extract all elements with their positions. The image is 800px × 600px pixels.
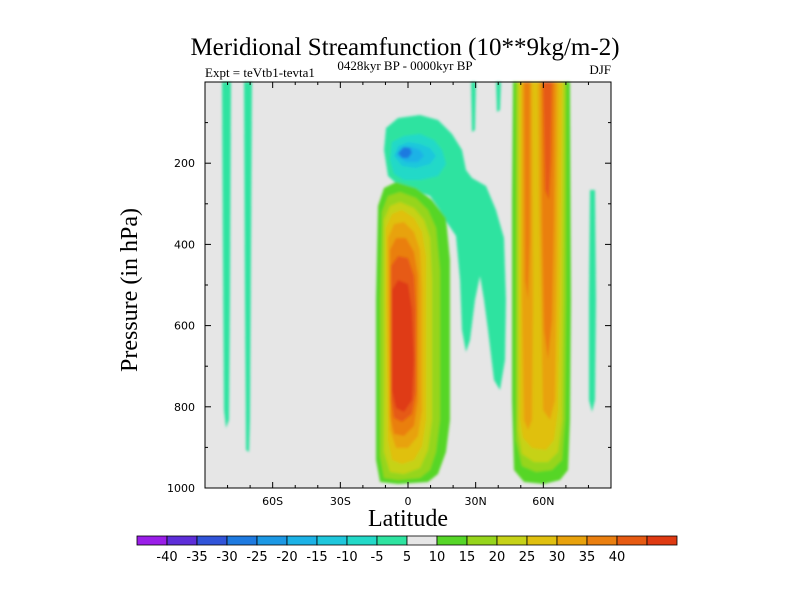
contour-midlat-35 bbox=[543, 82, 552, 200]
colorbar-label: 15 bbox=[459, 550, 476, 565]
x-axis-title: Latitude bbox=[368, 506, 448, 532]
colorbar-swatch bbox=[196, 535, 228, 546]
season-label: DJF bbox=[589, 62, 611, 77]
colorbar-labels: -40 -35 -30 -25 -20 -15 -10 -5 5 10 15 20 25 30 35 40 bbox=[156, 550, 625, 565]
contour-upper-neg-outer bbox=[384, 115, 506, 390]
x-tick-label: 30S bbox=[330, 495, 351, 508]
contour-nh-strip-2 bbox=[496, 82, 501, 112]
contour-upper-neg-core bbox=[398, 147, 412, 158]
colorbar-swatch bbox=[436, 535, 468, 546]
y-tick-marks: 200 400 600 800 1000 bbox=[167, 122, 611, 495]
colorbar-swatch bbox=[466, 535, 498, 546]
colorbar-swatch bbox=[346, 535, 378, 546]
colorbar-label: -20 bbox=[276, 550, 297, 565]
colorbar-label: 40 bbox=[609, 550, 626, 565]
x-tick-label: 0 bbox=[405, 495, 412, 508]
plot-area: 60S 30S 0 30N 60N 200 400 600 800 1000 bbox=[167, 81, 612, 508]
chart-title: Meridional Streamfunction (10**9kg/m-2) bbox=[190, 34, 619, 61]
contour-fills bbox=[222, 82, 596, 484]
colorbar-label: 30 bbox=[549, 550, 566, 565]
colorbar-swatch bbox=[496, 535, 528, 546]
colorbar-swatch bbox=[166, 535, 198, 546]
contour-midlat-30 bbox=[524, 82, 530, 300]
colorbar-swatch bbox=[616, 535, 648, 546]
y-tick-label: 200 bbox=[174, 157, 195, 170]
colorbar-swatch bbox=[646, 535, 678, 546]
contour-sh-thin-left bbox=[222, 82, 231, 428]
colorbar-label: -25 bbox=[246, 550, 267, 565]
y-tick-label: 400 bbox=[174, 238, 195, 251]
y-tick-label: 1000 bbox=[167, 482, 195, 495]
colorbar-swatch bbox=[286, 535, 318, 546]
period-label: 0428kyr BP - 0000kyr BP bbox=[337, 58, 472, 73]
colorbar-swatch bbox=[526, 535, 558, 546]
colorbar-swatch bbox=[316, 535, 348, 546]
colorbar bbox=[136, 535, 678, 546]
colorbar-swatch bbox=[136, 535, 168, 546]
contour-nh-strip-1 bbox=[471, 82, 476, 132]
colorbar-label: -15 bbox=[306, 550, 327, 565]
colorbar-label: 25 bbox=[519, 550, 536, 565]
y-axis-title: Pressure (in hPa) bbox=[117, 208, 143, 372]
contour-nh-thin bbox=[589, 190, 596, 412]
x-tick-label: 60S bbox=[262, 495, 283, 508]
colorbar-label: -5 bbox=[371, 550, 384, 565]
x-tick-label: 60N bbox=[532, 495, 554, 508]
contour-hadley-40 bbox=[392, 280, 414, 412]
colorbar-label: -35 bbox=[186, 550, 207, 565]
contour-sh-thin-right bbox=[244, 82, 252, 452]
y-tick-label: 600 bbox=[174, 320, 195, 333]
colorbar-label: -30 bbox=[216, 550, 237, 565]
colorbar-label: -10 bbox=[336, 550, 357, 565]
colorbar-swatch bbox=[556, 535, 588, 546]
colorbar-label: 20 bbox=[489, 550, 506, 565]
colorbar-swatch bbox=[256, 535, 288, 546]
colorbar-label: 5 bbox=[403, 550, 411, 565]
colorbar-swatch bbox=[226, 535, 258, 546]
colorbar-swatch bbox=[406, 535, 438, 546]
colorbar-swatch bbox=[586, 535, 618, 546]
colorbar-label: 35 bbox=[579, 550, 596, 565]
y-tick-label: 800 bbox=[174, 401, 195, 414]
experiment-label: Expt = teVtb1-tevta1 bbox=[205, 65, 315, 80]
colorbar-label: -40 bbox=[156, 550, 177, 565]
colorbar-swatch bbox=[376, 535, 408, 546]
x-tick-marks: 60S 30S 0 30N 60N bbox=[227, 82, 589, 508]
x-tick-label: 30N bbox=[465, 495, 487, 508]
colorbar-label: 10 bbox=[429, 550, 446, 565]
